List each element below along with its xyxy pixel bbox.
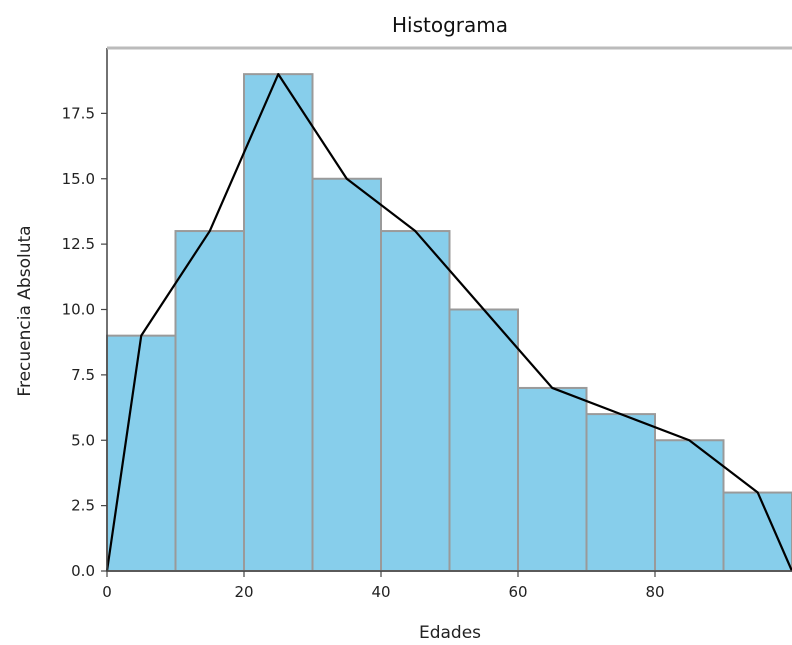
histogram-bar (448, 308, 519, 572)
x-tick-label: 80 (645, 583, 664, 601)
bars-group (106, 73, 792, 573)
x-ticks-group: 0 20 40 60 80 (102, 571, 665, 601)
chart-title: Histograma (392, 13, 508, 37)
y-tick-label: 10.0 (62, 301, 95, 319)
histogram-bar (380, 230, 451, 573)
x-tick-label: 0 (102, 583, 112, 601)
histogram-bar (174, 230, 245, 573)
histogram-bar (517, 386, 588, 573)
y-axis-label: Frecuencia Absoluta (15, 225, 35, 396)
y-tick-label: 2.5 (71, 497, 95, 515)
histogram-bar (722, 491, 792, 572)
histogram-bar (106, 334, 177, 572)
y-tick-label: 17.5 (62, 104, 95, 122)
y-tick-label: 7.5 (71, 366, 95, 384)
histogram-bar (585, 413, 656, 572)
y-tick-label: 5.0 (71, 431, 95, 449)
histogram-bar (311, 177, 382, 572)
y-ticks-group: 0.0 2.5 5.0 7.5 10.0 12.5 15.0 17.5 (62, 104, 107, 580)
histogram-bar (243, 73, 314, 573)
y-tick-label: 0.0 (71, 562, 95, 580)
x-tick-label: 40 (371, 583, 390, 601)
x-axis-label: Edades (419, 623, 481, 643)
frequency-polygon-line (105, 73, 792, 572)
x-tick-label: 20 (234, 583, 253, 601)
frequency-polygon-group (105, 73, 792, 572)
y-tick-label: 12.5 (62, 235, 95, 253)
x-tick-label: 60 (508, 583, 527, 601)
y-tick-label: 15.0 (62, 170, 95, 188)
histogram-bar (654, 439, 725, 572)
